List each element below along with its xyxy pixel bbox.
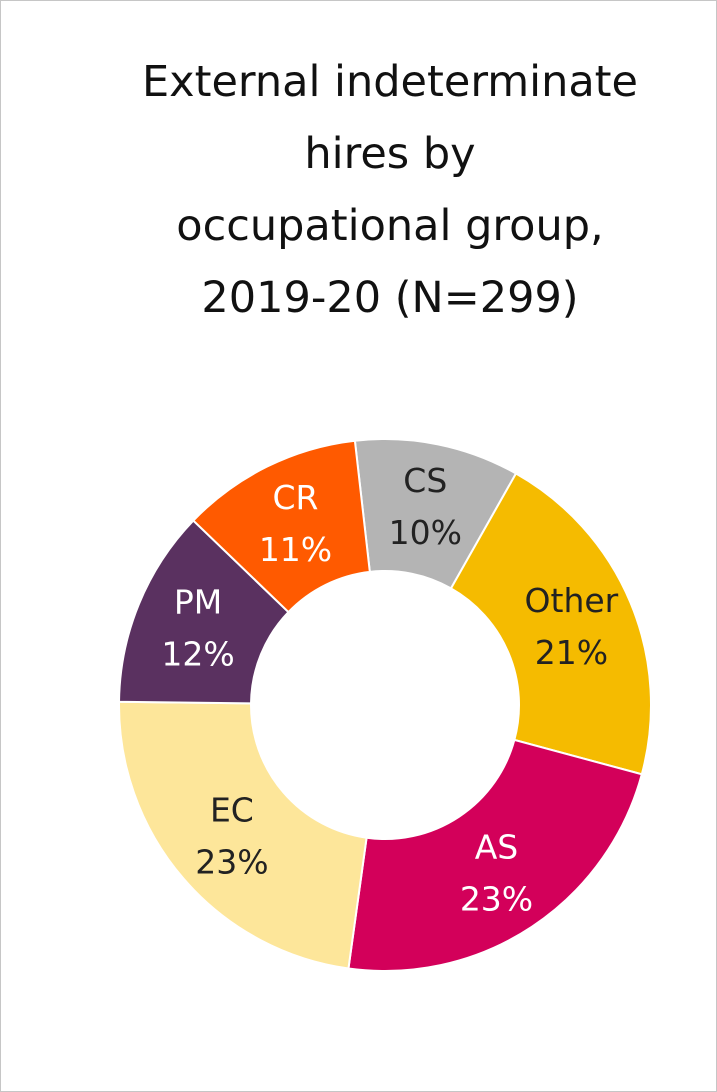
chart-title-line-1: External indeterminate	[141, 57, 638, 107]
chart-title-line-3: occupational group,	[176, 201, 604, 251]
slice-name-other: Other	[525, 581, 619, 620]
slice-value-ec: 23%	[195, 843, 268, 882]
slice-value-as: 23%	[460, 879, 533, 918]
chart-title: External indeterminate hires by occupati…	[110, 46, 670, 334]
slice-value-other: 21%	[535, 633, 608, 672]
slice-name-ec: EC	[210, 791, 254, 830]
slice-value-pm: 12%	[161, 634, 234, 673]
slice-as	[347, 738, 644, 972]
chart-title-line-4: 2019-20 (N=299)	[201, 273, 579, 323]
slice-name-as: AS	[475, 827, 519, 866]
slice-name-pm: PM	[174, 582, 222, 621]
chart-title-line-2: hires by	[304, 129, 476, 179]
donut-labels: CS 10% Other 21% AS 23% EC 23% PM 12% CR 11%	[161, 461, 618, 918]
slice-other	[449, 472, 652, 776]
slice-value-cs: 10%	[389, 513, 462, 552]
donut-slices	[118, 438, 652, 972]
slice-ec	[118, 700, 368, 970]
slice-value-cr: 11%	[259, 530, 332, 569]
slice-cr	[191, 439, 371, 614]
slice-name-cr: CR	[273, 478, 319, 517]
slice-name-cs: CS	[403, 461, 447, 500]
